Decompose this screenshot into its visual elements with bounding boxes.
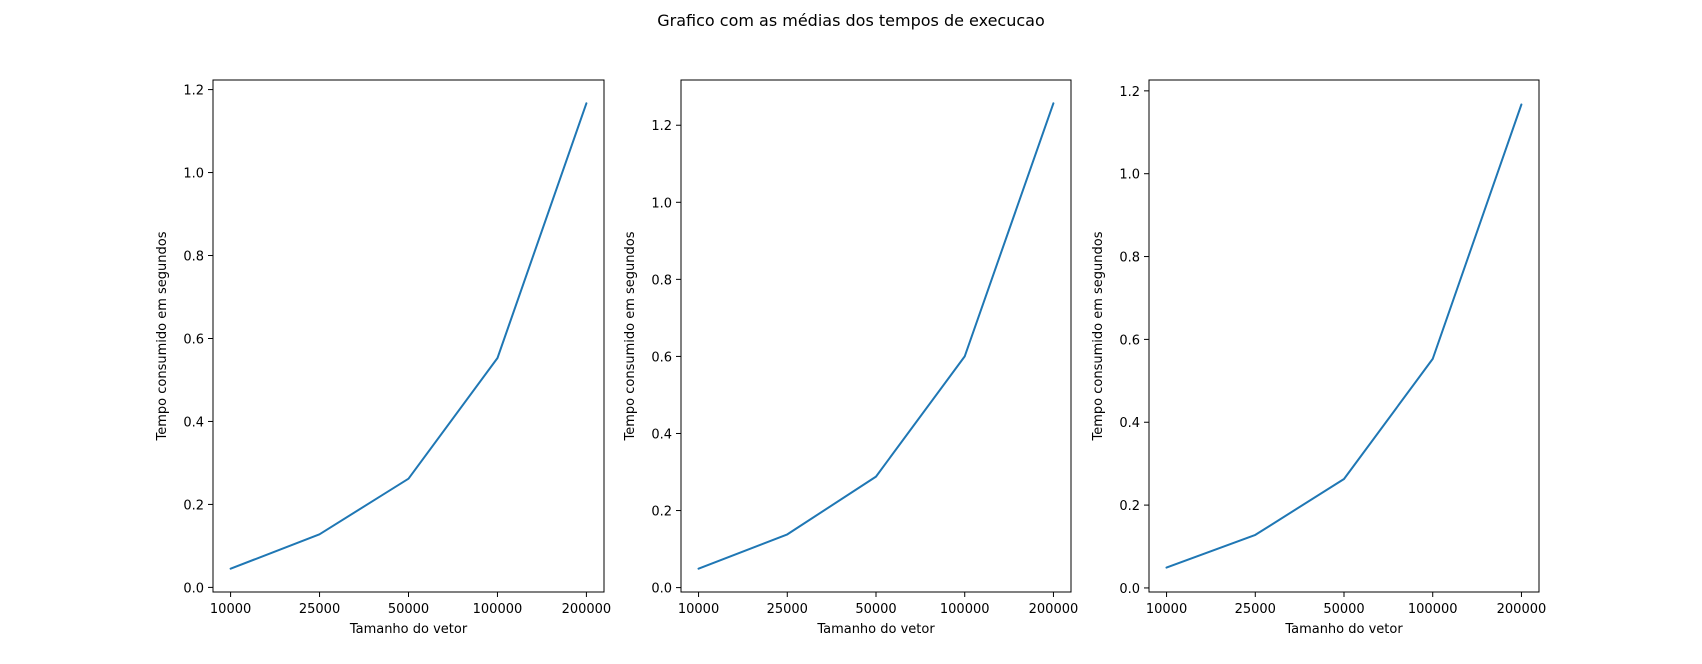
series-line xyxy=(697,102,1055,570)
y-axis-label: Tempo consumido em segundos xyxy=(623,231,638,441)
x-tick-label: 10000 xyxy=(210,602,251,617)
y-tick-label: 0.8 xyxy=(183,250,204,265)
y-tick-label: 1.0 xyxy=(1119,168,1140,183)
axes-frame xyxy=(212,79,605,593)
y-tick-label: 0.8 xyxy=(1119,251,1140,266)
y-tick-label: 0.2 xyxy=(1119,499,1140,514)
series-line xyxy=(1165,103,1523,569)
y-axis-label: Tempo consumido em segundos xyxy=(1091,231,1106,441)
y-tick-label: 0.6 xyxy=(183,332,204,347)
y-tick-label: 1.2 xyxy=(183,84,204,99)
subplot-3: 10000 25000 50000 100000 200000 0.0 0.2 0.4 0.6 0… xyxy=(1091,79,1547,637)
x-tick-label: 25000 xyxy=(299,602,340,617)
x-tick-label: 50000 xyxy=(855,602,896,617)
x-tick-label: 200000 xyxy=(1029,602,1079,617)
y-tick-label: 0.0 xyxy=(183,581,204,596)
y-tick-label: 1.2 xyxy=(1119,85,1140,100)
x-axis-label: Tamanho do vetor xyxy=(349,622,468,637)
y-tick-label: 0.0 xyxy=(1119,582,1140,597)
x-tick-label: 100000 xyxy=(1408,602,1458,617)
y-tick-label: 0.6 xyxy=(1119,333,1140,348)
axes-frame xyxy=(1148,79,1540,593)
axes-frame xyxy=(680,79,1072,593)
y-tick-label: 1.2 xyxy=(651,119,672,134)
subplot-2: 10000 25000 50000 100000 200000 0.0 0.2 0.4 0.6 0… xyxy=(623,79,1079,637)
y-tick-label: 0.0 xyxy=(651,582,672,597)
x-tick-label: 50000 xyxy=(388,602,429,617)
x-tick-label: 10000 xyxy=(1146,602,1187,617)
x-axis-label: Tamanho do vetor xyxy=(816,622,935,637)
x-tick-label: 200000 xyxy=(562,602,612,617)
y-tick-label: 0.2 xyxy=(651,505,672,520)
x-tick-label: 25000 xyxy=(1235,602,1276,617)
y-tick-label: 0.4 xyxy=(183,415,204,430)
y-axis-label: Tempo consumido em segundos xyxy=(155,231,170,441)
y-tick-label: 1.0 xyxy=(183,167,204,182)
y-tick-label: 0.8 xyxy=(651,273,672,288)
x-tick-label: 25000 xyxy=(767,602,808,617)
x-axis-label: Tamanho do vetor xyxy=(1284,622,1403,637)
y-tick-label: 1.0 xyxy=(651,196,672,211)
x-tick-label: 10000 xyxy=(678,602,719,617)
x-tick-label: 100000 xyxy=(473,602,523,617)
y-tick-label: 0.4 xyxy=(1119,416,1140,431)
x-tick-label: 200000 xyxy=(1497,602,1547,617)
y-tick-label: 0.6 xyxy=(651,350,672,365)
x-tick-label: 50000 xyxy=(1323,602,1364,617)
y-tick-label: 0.2 xyxy=(183,498,204,513)
y-tick-label: 0.4 xyxy=(651,427,672,442)
subplot-1: 10000 25000 50000 100000 200000 0.0 0.2 0.4 0.6 0… xyxy=(155,79,612,637)
x-tick-label: 100000 xyxy=(940,602,990,617)
series-line xyxy=(229,102,588,570)
figure-title: Grafico com as médias dos tempos de exec… xyxy=(657,11,1045,30)
